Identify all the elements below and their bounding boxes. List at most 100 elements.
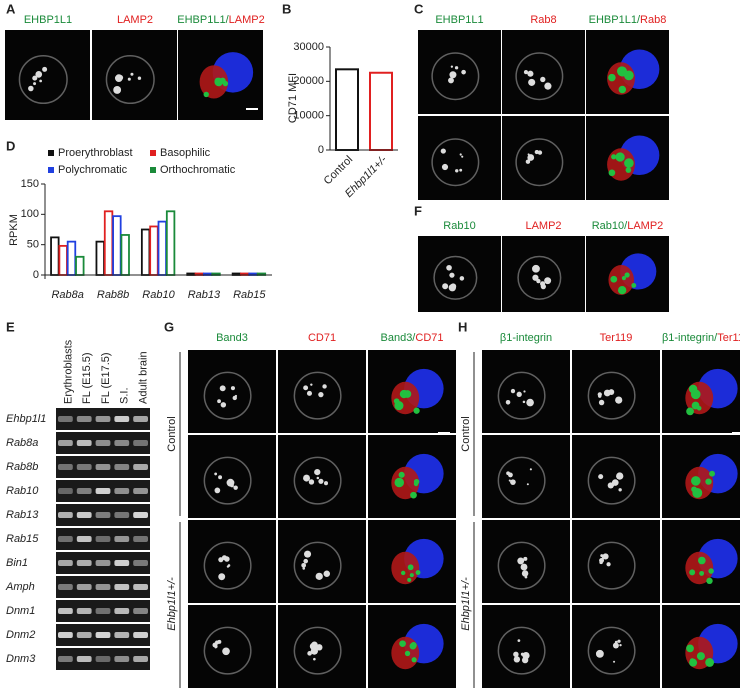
gel-row-label: Bin1 — [6, 557, 28, 569]
x-tick-label: Rab13 — [188, 289, 221, 301]
signal — [314, 468, 321, 476]
signal-green — [413, 407, 420, 414]
signal — [513, 656, 521, 663]
gel-row-label: Rab8b — [6, 461, 38, 473]
channel-label: Ter119 — [600, 332, 633, 344]
cell-outline — [105, 54, 155, 105]
panel-letter: B — [282, 1, 291, 16]
signal — [449, 272, 455, 278]
group-label: Ehbp1l1+/- — [166, 577, 178, 631]
merge-part: EHBP1L1/ — [589, 14, 641, 26]
bar — [149, 225, 159, 276]
signal — [527, 153, 530, 156]
signal — [540, 76, 546, 83]
y-axis-title: CD71 MFI — [287, 73, 299, 123]
cell-outline — [18, 54, 68, 105]
signal — [528, 78, 536, 86]
gel-band — [95, 632, 111, 638]
signal — [232, 395, 237, 401]
signal — [516, 391, 522, 397]
group-label: Control — [460, 416, 472, 451]
signal — [302, 567, 306, 570]
gel-band — [76, 608, 92, 614]
signal — [618, 488, 622, 492]
signal-green — [705, 478, 712, 485]
scale-bar — [732, 432, 740, 434]
micrograph — [188, 520, 276, 603]
micrograph — [278, 520, 366, 603]
signal — [310, 647, 319, 655]
signal-green — [608, 73, 616, 82]
signal — [510, 479, 516, 486]
gel-band — [114, 656, 130, 662]
signal — [521, 656, 529, 664]
gel-column-label: FL (E17.5) — [100, 352, 112, 404]
micrograph — [572, 350, 660, 433]
signal — [313, 657, 316, 661]
gel-band — [58, 464, 73, 470]
cell-outline — [203, 371, 252, 420]
signal — [42, 66, 48, 72]
panel-letter: D — [6, 138, 15, 153]
signal — [614, 640, 618, 644]
micrograph — [188, 605, 276, 688]
panel-letter: A — [6, 1, 16, 16]
gel-band — [114, 608, 130, 614]
signal-green — [404, 650, 411, 657]
micrograph — [572, 435, 660, 518]
signal — [219, 385, 226, 392]
gel-band — [76, 584, 92, 590]
signal — [523, 70, 529, 75]
gel-band — [133, 632, 148, 638]
micrograph — [482, 605, 570, 688]
cell-outline — [433, 255, 478, 300]
signal-red — [391, 551, 420, 585]
y-tick-label: 50 — [27, 239, 39, 251]
bar — [103, 210, 114, 276]
signal — [316, 476, 320, 480]
signal — [522, 566, 525, 569]
merge-part: Rab10/ — [592, 220, 628, 232]
gel-band — [114, 560, 130, 566]
merge-part: LAMP2 — [627, 220, 663, 232]
bar — [165, 210, 176, 276]
gel-band — [58, 536, 73, 542]
signal — [137, 76, 142, 80]
signal — [461, 69, 466, 75]
gel-band — [114, 536, 130, 542]
merge-part: Band3/ — [381, 332, 417, 344]
merge-label: β1-integrin/Ter119 — [662, 332, 740, 344]
signal-red — [685, 551, 714, 585]
signal — [536, 278, 541, 284]
cell-outline — [203, 626, 252, 675]
signal — [218, 573, 226, 581]
signal-green — [705, 658, 715, 667]
bar — [95, 240, 105, 276]
signal — [598, 394, 602, 398]
signal — [616, 472, 624, 480]
merge-part: Ter119 — [717, 332, 740, 344]
channel-label: CD71 — [308, 332, 336, 344]
signal — [39, 79, 42, 83]
signal-green — [689, 569, 696, 576]
signal — [304, 550, 312, 558]
signal — [303, 474, 311, 482]
signal-green — [692, 487, 703, 498]
signal-green — [615, 152, 625, 162]
signal — [303, 558, 309, 564]
signal — [606, 562, 611, 567]
gel-row-label: Dnm3 — [6, 653, 36, 665]
gel-band — [133, 560, 148, 566]
signal — [595, 649, 604, 658]
cell-outline — [587, 541, 636, 590]
gel-strip — [56, 600, 150, 622]
cell-outline — [293, 371, 342, 420]
signal — [218, 557, 224, 563]
gel-band — [58, 608, 73, 614]
signal — [522, 400, 526, 404]
gel-row-label: Dnm2 — [6, 629, 35, 641]
cell-outline — [497, 456, 546, 505]
signal — [233, 485, 238, 490]
signal — [517, 557, 525, 565]
scale-bar — [246, 108, 258, 110]
